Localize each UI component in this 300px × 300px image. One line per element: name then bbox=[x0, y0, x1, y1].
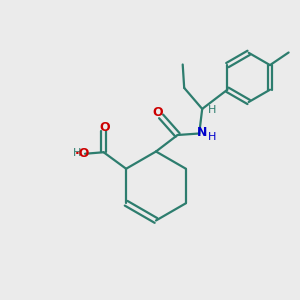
Text: H: H bbox=[208, 132, 216, 142]
Text: O: O bbox=[99, 121, 110, 134]
Text: N: N bbox=[197, 126, 207, 139]
Text: ·O: ·O bbox=[75, 147, 90, 160]
Text: H: H bbox=[208, 105, 216, 116]
Text: H: H bbox=[72, 148, 81, 158]
Text: O: O bbox=[152, 106, 163, 119]
